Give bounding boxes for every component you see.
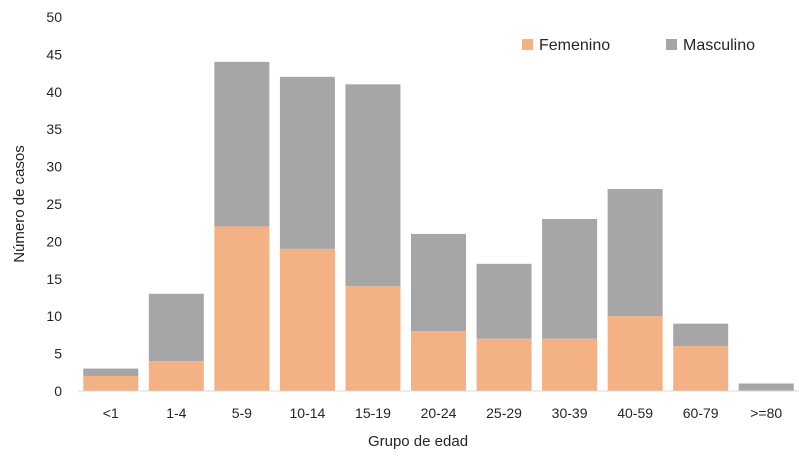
x-tick-label: 60-79 xyxy=(683,405,719,421)
bar-femenino-8 xyxy=(607,316,663,391)
y-tick-label: 25 xyxy=(46,196,62,212)
y-tick-label: 50 xyxy=(46,9,62,25)
bar-femenino-2 xyxy=(214,226,270,391)
x-tick-label: 1-4 xyxy=(166,405,186,421)
x-tick-label: 40-59 xyxy=(617,405,653,421)
x-tick-label: <1 xyxy=(103,405,119,421)
bar-masculino-2 xyxy=(214,61,270,227)
x-axis-ticks: <1 1-4 5-9 10-14 15-19 20-24 25-29 30-39 40-59 60… xyxy=(103,405,783,421)
y-tick-label: 5 xyxy=(54,346,62,362)
y-tick-label: 0 xyxy=(54,383,62,399)
legend: Femenino Masculino xyxy=(522,37,755,54)
bar-femenino-4 xyxy=(345,286,401,391)
y-tick-label: 45 xyxy=(46,46,62,62)
x-tick-label: 5-9 xyxy=(232,405,252,421)
y-axis-title: Número de casos xyxy=(11,145,28,263)
x-tick-label: 20-24 xyxy=(421,405,457,421)
x-tick-label: 30-39 xyxy=(552,405,588,421)
bar-masculino-4 xyxy=(345,84,401,287)
y-tick-label: 35 xyxy=(46,121,62,137)
bar-femenino-5 xyxy=(411,331,466,391)
y-tick-label: 40 xyxy=(46,84,62,100)
bar-femenino-1 xyxy=(148,361,204,391)
bar-masculino-1 xyxy=(148,293,204,362)
bar-femenino-9 xyxy=(673,346,729,391)
bar-femenino-3 xyxy=(279,248,335,391)
y-tick-label: 10 xyxy=(46,308,62,324)
x-tick-label: 10-14 xyxy=(290,405,326,421)
y-tick-label: 30 xyxy=(46,159,62,175)
legend-label-masculino: Masculino xyxy=(683,37,755,54)
bar-femenino-7 xyxy=(542,338,598,391)
bar-masculino-10 xyxy=(738,383,794,391)
bar-masculino-0 xyxy=(83,368,139,377)
bar-masculino-8 xyxy=(607,189,663,317)
x-tick-label: >=80 xyxy=(750,405,782,421)
bar-masculino-7 xyxy=(542,218,598,339)
bar-masculino-9 xyxy=(673,323,729,347)
bars xyxy=(83,61,794,391)
y-tick-label: 20 xyxy=(46,233,62,249)
legend-swatch-masculino xyxy=(666,39,677,50)
bar-masculino-6 xyxy=(476,263,532,339)
x-axis-title: Grupo de edad xyxy=(368,433,468,450)
legend-label-femenino: Femenino xyxy=(539,37,610,54)
x-tick-label: 25-29 xyxy=(486,405,522,421)
bar-femenino-6 xyxy=(476,338,532,391)
bar-masculino-3 xyxy=(279,76,335,249)
y-axis-ticks: 0 5 10 15 20 25 30 35 40 45 50 xyxy=(46,9,62,399)
legend-swatch-femenino xyxy=(522,39,533,50)
y-tick-label: 15 xyxy=(46,271,62,287)
bar-femenino-0 xyxy=(83,376,139,391)
x-tick-label: 15-19 xyxy=(355,405,391,421)
bar-masculino-5 xyxy=(411,233,466,332)
